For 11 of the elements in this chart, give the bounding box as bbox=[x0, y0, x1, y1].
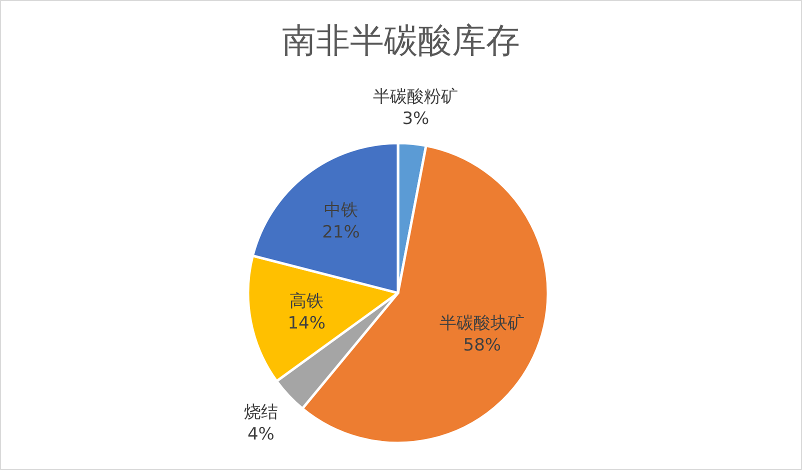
data-label: 14% bbox=[288, 313, 326, 334]
chart-title: 南非半碳酸库存 bbox=[282, 21, 520, 61]
data-label: 3% bbox=[402, 108, 430, 129]
slice-label: 烧结 bbox=[244, 402, 278, 423]
slice-label: 中铁 bbox=[324, 200, 358, 221]
slice-label: 高铁 bbox=[290, 291, 324, 312]
data-label: 4% bbox=[247, 424, 274, 445]
data-label: 21% bbox=[322, 222, 360, 243]
slice-label: 半碳酸块矿 bbox=[440, 314, 525, 334]
slice-label: 半碳酸粉矿 bbox=[373, 86, 458, 107]
data-label: 58% bbox=[463, 336, 502, 356]
